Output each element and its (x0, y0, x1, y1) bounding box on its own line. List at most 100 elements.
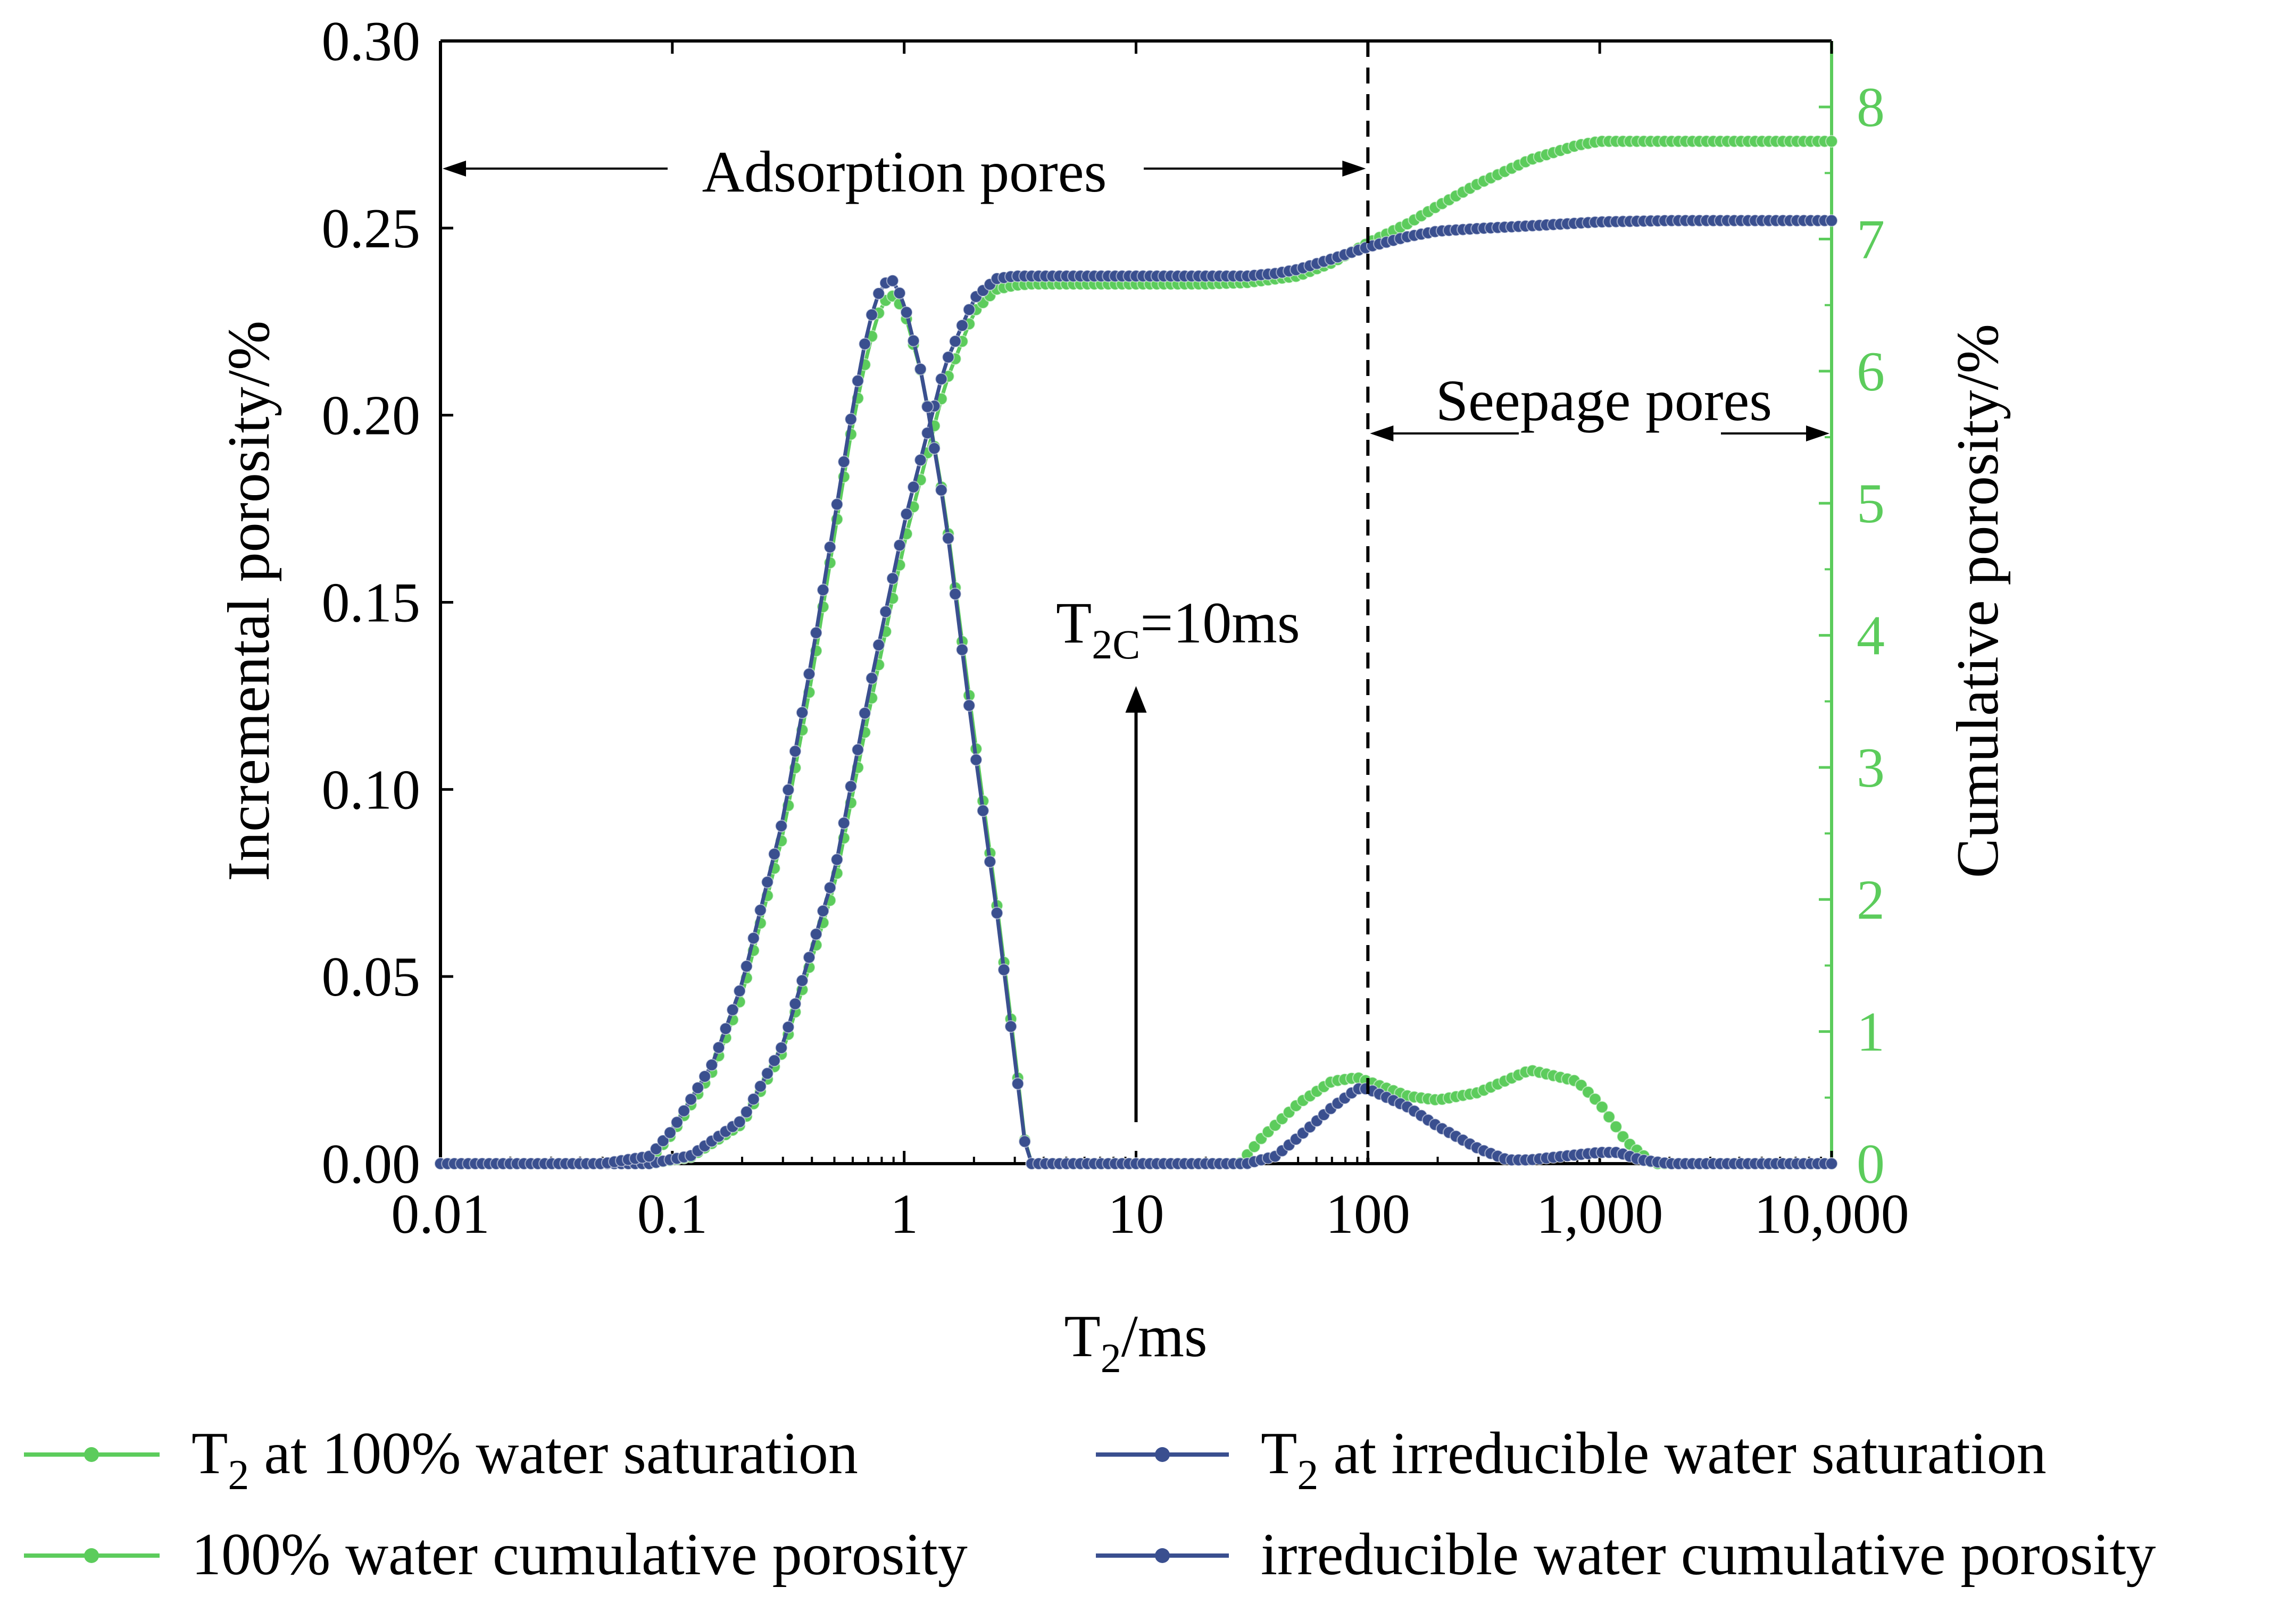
data-point (691, 1081, 704, 1095)
data-point (1825, 214, 1838, 227)
data-point (830, 853, 844, 866)
data-point (893, 539, 906, 552)
x-tick-label: 10 (1108, 1183, 1164, 1245)
data-point (754, 1080, 767, 1093)
data-point (955, 319, 969, 332)
data-point (1602, 1110, 1616, 1124)
data-point (893, 287, 906, 300)
x-tick-label: 10,000 (1754, 1183, 1909, 1245)
data-point (837, 816, 851, 830)
x-axis-title: T2/ms (1064, 1304, 1207, 1381)
y2-tick-label: 0 (1857, 1133, 1885, 1195)
annotations (443, 41, 1829, 1164)
x-tick-label: 0.01 (391, 1183, 490, 1245)
legend-marker (1155, 1548, 1170, 1563)
data-point (851, 743, 864, 756)
data-point (747, 932, 760, 945)
data-point (1018, 1135, 1031, 1148)
data-point (656, 1134, 670, 1147)
data-point (677, 1104, 691, 1117)
data-point (900, 306, 913, 319)
y-tick-label: 0.10 (322, 758, 421, 821)
y2-tick-label: 8 (1857, 76, 1885, 138)
legend-item: irreducible water cumulative porosity (1096, 1522, 2156, 1588)
y-tick-label: 0.15 (322, 572, 421, 634)
data-point (712, 1041, 725, 1054)
data-point (983, 855, 996, 868)
data-point (1004, 1020, 1018, 1033)
data-point (844, 780, 858, 793)
data-point (698, 1070, 711, 1083)
y2-tick-label: 2 (1857, 868, 1885, 931)
data-point (858, 337, 871, 350)
data-point (768, 847, 781, 861)
data-point (684, 1093, 697, 1106)
y-tick-label: 0.00 (322, 1133, 421, 1195)
seepage-pores-label: Seepage pores (1436, 368, 1772, 433)
legend-item: T2 at irreducible water saturation (1096, 1421, 2047, 1499)
legend-item: 100% water cumulative porosity (24, 1522, 968, 1588)
data-point (830, 498, 844, 511)
legend-marker (84, 1447, 99, 1462)
legend-label: irreducible water cumulative porosity (1261, 1522, 2156, 1588)
y-tick-label: 0.30 (322, 10, 421, 72)
y-tick-label: 0.25 (322, 197, 421, 260)
legend-label: T2 at irreducible water saturation (1261, 1421, 2047, 1499)
legend-label: T2 at 100% water saturation (192, 1421, 858, 1499)
y2-tick-label: 7 (1857, 208, 1885, 271)
data-point (1247, 1140, 1261, 1154)
data-point (949, 335, 962, 348)
data-point (650, 1142, 663, 1156)
data-point (962, 303, 976, 316)
legend-label: 100% water cumulative porosity (192, 1522, 968, 1588)
data-point (886, 572, 899, 585)
data-point (810, 626, 823, 639)
data-point (851, 374, 864, 388)
data-point (733, 984, 746, 998)
data-point (935, 483, 948, 497)
data-point (719, 1022, 733, 1035)
x-tick-label: 0.1 (637, 1183, 708, 1245)
x-tick-label: 100 (1326, 1183, 1410, 1245)
data-point (997, 963, 1011, 976)
data-point (949, 587, 962, 600)
data-point (935, 372, 948, 386)
data-point (921, 400, 934, 413)
data-point (914, 454, 927, 466)
data-point (991, 906, 1003, 920)
cutoff-arrow-head (1125, 686, 1147, 713)
legend: T2 at 100% water saturation T2 at irredu… (24, 1421, 2156, 1588)
data-point (886, 274, 899, 287)
data-point (1595, 1100, 1609, 1114)
data-point (740, 959, 753, 973)
y2-tick-label: 4 (1857, 605, 1885, 667)
data-point (754, 904, 767, 917)
data-point (823, 540, 837, 554)
data-point (823, 881, 837, 895)
cutoff-label: T2C=10ms (1056, 590, 1300, 667)
data-point (858, 707, 871, 720)
y-tick-label: 0.20 (322, 385, 421, 447)
data-point (962, 699, 976, 712)
x-tick-label: 1 (890, 1183, 918, 1245)
y2-tick-label: 3 (1857, 737, 1885, 799)
data-point (837, 455, 851, 469)
data-point (775, 1041, 788, 1055)
data-point (726, 1003, 739, 1016)
adsorption-arrow-left-head (443, 161, 466, 177)
x-tick-label: 1,000 (1536, 1183, 1663, 1245)
y2-axis-title: Cumulative porosity/% (1945, 324, 2011, 878)
y2-tick-label: 6 (1857, 340, 1885, 403)
data-point (803, 951, 816, 964)
data-point (705, 1058, 718, 1072)
data-point (865, 308, 878, 321)
y2-tick-label: 5 (1857, 472, 1885, 534)
data-point (663, 1126, 677, 1139)
legend-marker (1155, 1447, 1170, 1462)
data-point (733, 1115, 746, 1129)
data-point (914, 363, 927, 375)
data-point (747, 1092, 760, 1106)
data-point (976, 804, 989, 817)
data-point (928, 442, 941, 455)
